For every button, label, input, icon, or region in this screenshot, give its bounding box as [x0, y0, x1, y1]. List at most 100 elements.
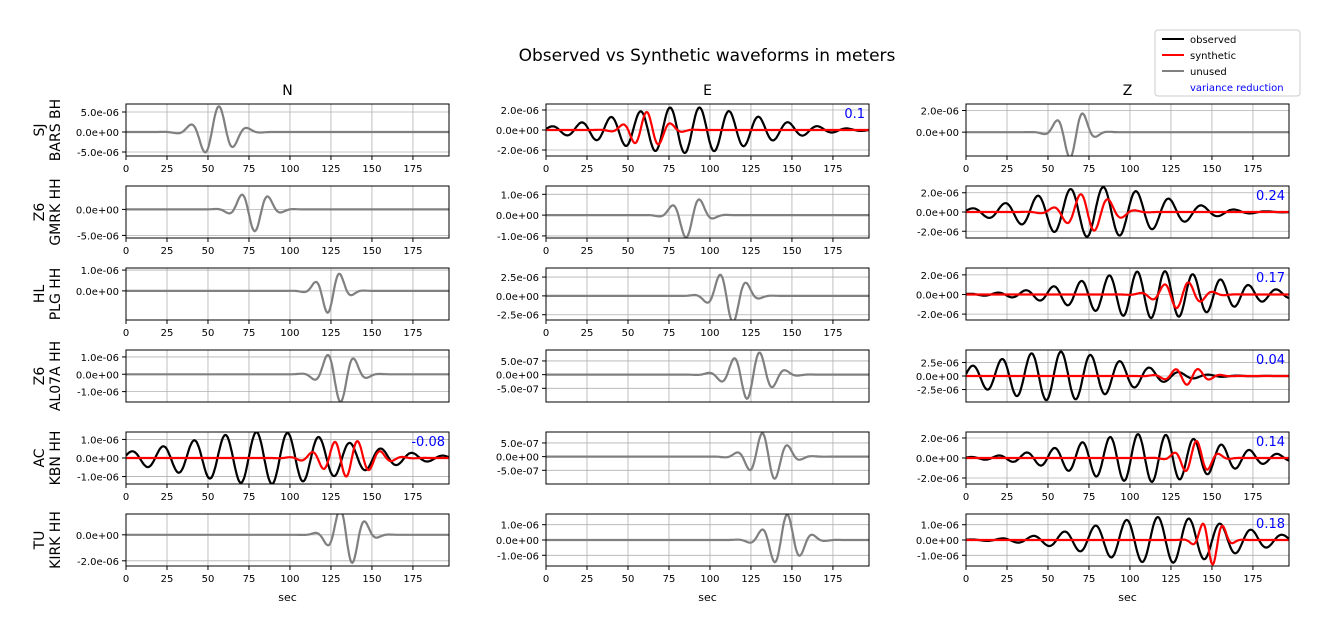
x-tick-label: 175 [823, 328, 842, 339]
x-tick-label: 50 [1042, 574, 1055, 585]
unused-trace [546, 273, 869, 320]
network-code: TU [32, 531, 48, 551]
y-tick-label: -1.0e-06 [497, 551, 539, 562]
station-code: KBN HH [48, 431, 64, 486]
station-label-group: HL PLG HH [32, 268, 64, 321]
x-tick-label: 75 [663, 328, 676, 339]
x-tick-label: 50 [622, 328, 635, 339]
axes-frame [965, 103, 1290, 157]
x-tick-label: 125 [321, 574, 340, 585]
synthetic-trace [966, 367, 1289, 386]
y-tick-label: -2.5e-06 [497, 311, 539, 322]
figure-title: Observed vs Synthetic waveforms in meter… [519, 46, 896, 66]
y-tick-label: -2.0e-06 [917, 474, 959, 485]
x-tick-label: 175 [1243, 574, 1262, 585]
y-tick-label: 2.0e-06 [501, 106, 539, 117]
x-tick-label: 100 [1120, 492, 1139, 503]
variance-reduction-value: 0.24 [1256, 189, 1285, 204]
x-tick-label: 125 [321, 164, 340, 175]
panel-gmrk-z: 2.0e-06 0.0e+00 -2.0e-06 0.24 [916, 185, 1290, 239]
station-label-group: SJ BARS BH [32, 99, 64, 161]
y-tick-label: 5.0e-07 [501, 439, 539, 450]
y-tick-label: -5.0e-07 [497, 466, 539, 477]
y-tick-label: -1.0e-06 [77, 473, 119, 484]
legend: observed synthetic unused variance reductio… [1154, 29, 1301, 97]
x-tick-label: 75 [243, 246, 256, 257]
legend-box [1154, 29, 1301, 97]
x-tick-label: 50 [622, 574, 635, 585]
x-tick-label: 125 [741, 574, 760, 585]
panel-plg-n: 1.0e-06 0.0e+00 0 25 50 75 100 125 150 175 [76, 266, 450, 339]
y-tick-label: 2.5e-06 [921, 358, 959, 369]
y-tick-label: -2.0e-06 [497, 146, 539, 157]
variance-reduction-value: 0.14 [1256, 435, 1285, 450]
x-tick-label: 125 [1161, 164, 1180, 175]
panel-kirk-n: 0.0e+00 -2.0e-06 0 25 50 75 100 125 150 175 [76, 513, 450, 585]
station-label-group: AC KBN HH [32, 431, 64, 486]
x-tick-label: 75 [663, 574, 676, 585]
y-tick-label: 1.0e-06 [81, 435, 119, 446]
variance-reduction-value: 0.18 [1256, 517, 1285, 532]
x-tick-label: 175 [823, 246, 842, 257]
y-tick-label: 1.0e-06 [501, 521, 539, 532]
panel-al07a-z: 2.5e-06 0.0e+00 -2.5e-06 0.04 [916, 349, 1290, 403]
y-tick-label: -5.0e-06 [77, 231, 119, 242]
x-tick-label: 100 [280, 164, 299, 175]
x-tick-label: 100 [280, 492, 299, 503]
panel-kirk-z: 1.0e-06 0.0e+00 -1.0e-06 0 25 50 75 100 125 150 17… [916, 513, 1290, 585]
station-code: KIRK HH [48, 511, 64, 569]
x-tick-label: 125 [1161, 574, 1180, 585]
x-tick-label: 25 [161, 328, 174, 339]
x-tick-label: 0 [963, 574, 969, 585]
panel-al07a-e: 5.0e-07 0.0e+00 -5.0e-07 [496, 349, 870, 403]
y-tick-label: -5.0e-06 [77, 148, 119, 159]
x-tick-label: 175 [403, 246, 422, 257]
synthetic-trace [966, 522, 1289, 566]
y-tick-label: -1.0e-06 [77, 388, 119, 399]
x-tick-label: 150 [782, 164, 801, 175]
x-tick-label: 0 [123, 492, 129, 503]
x-tick-label: 175 [823, 574, 842, 585]
x-tick-label: 100 [700, 164, 719, 175]
x-tick-label: 125 [741, 164, 760, 175]
unused-trace [126, 272, 449, 314]
synthetic-trace [966, 193, 1289, 232]
x-tick-label: 100 [280, 574, 299, 585]
axes-frame [545, 267, 870, 321]
panel-al07a-n: 1.0e-06 0.0e+00 -1.0e-06 [76, 349, 450, 403]
y-tick-label: 0.0e+00 [76, 531, 119, 542]
synthetic-trace [966, 439, 1289, 473]
x-tick-label: 175 [823, 164, 842, 175]
x-tick-label: 75 [243, 574, 256, 585]
y-tick-label: 0.0e+00 [76, 454, 119, 465]
x-axis-label-e: sec [698, 591, 717, 604]
legend-label: unused [1190, 67, 1227, 78]
x-tick-label: 100 [1120, 574, 1139, 585]
x-tick-label: 150 [362, 246, 381, 257]
axes-frame [125, 267, 450, 321]
x-tick-label: 125 [741, 328, 760, 339]
x-tick-label: 100 [1120, 164, 1139, 175]
x-tick-label: 75 [243, 328, 256, 339]
legend-label: synthetic [1190, 51, 1236, 62]
unused-trace [126, 193, 449, 233]
variance-reduction-value: 0.17 [1256, 271, 1285, 286]
x-tick-label: 50 [202, 164, 215, 175]
x-tick-label: 75 [663, 246, 676, 257]
x-tick-label: 25 [161, 574, 174, 585]
panel-bars-e: 2.0e-06 0.0e+00 -2.0e-06 0 25 50 75 100 125 150 17… [496, 103, 870, 175]
x-tick-label: 125 [321, 328, 340, 339]
y-tick-label: -2.5e-06 [917, 386, 959, 397]
x-tick-label: 100 [280, 328, 299, 339]
x-tick-label: 25 [581, 574, 594, 585]
waveform-panels: 5.0e-06 0.0e+00 -5.0e-06 0 25 50 75 100 125 150 17… [76, 103, 1290, 585]
y-tick-label: 0.0e+00 [76, 287, 119, 298]
x-tick-label: 50 [202, 328, 215, 339]
y-tick-label: 1.0e-06 [81, 266, 119, 277]
x-tick-label: 100 [700, 574, 719, 585]
y-tick-label: -2.0e-06 [917, 227, 959, 238]
x-tick-label: 175 [403, 574, 422, 585]
observed-trace [126, 432, 449, 484]
axes-frame [125, 103, 450, 157]
